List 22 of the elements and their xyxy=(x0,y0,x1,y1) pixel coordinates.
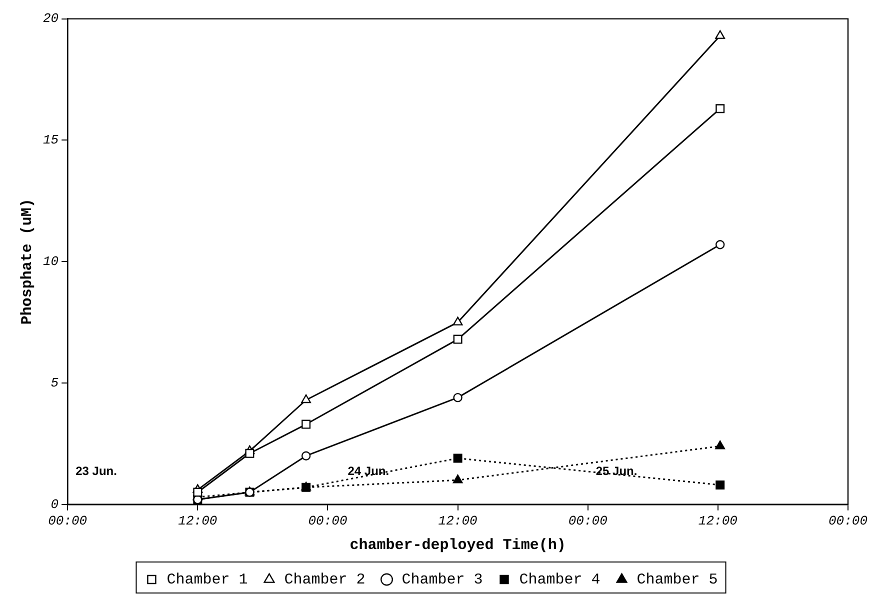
annotation: 24 Jun. xyxy=(348,464,390,478)
legend-label: Chamber 1 xyxy=(166,571,248,588)
annotation: 25 Jun. xyxy=(596,464,638,478)
y-tick-label: 20 xyxy=(42,11,59,26)
x-tick-label: 12:00 xyxy=(178,514,218,529)
y-tick-label: 10 xyxy=(42,254,59,270)
legend-label: Chamber 2 xyxy=(284,571,366,588)
legend-label: Chamber 5 xyxy=(636,571,718,588)
x-tick-label: 12:00 xyxy=(438,514,478,529)
x-tick-label: 00:00 xyxy=(568,514,608,529)
legend-label: Chamber 4 xyxy=(519,571,600,588)
y-tick-label: 15 xyxy=(42,132,59,148)
annotation: 23 Jun. xyxy=(76,464,117,478)
x-tick-label: 00:00 xyxy=(308,514,348,529)
y-axis-title: Phosphate (uM) xyxy=(18,198,36,325)
x-tick-label: 12:00 xyxy=(698,514,738,529)
y-tick-label: 0 xyxy=(50,496,59,512)
x-tick-label: 00:00 xyxy=(48,514,88,529)
y-tick-label: 5 xyxy=(50,375,59,390)
x-tick-label: 00:00 xyxy=(828,514,868,529)
x-axis-title: chamber-deployed Time(h) xyxy=(350,536,566,554)
legend-label: Chamber 3 xyxy=(402,571,483,588)
